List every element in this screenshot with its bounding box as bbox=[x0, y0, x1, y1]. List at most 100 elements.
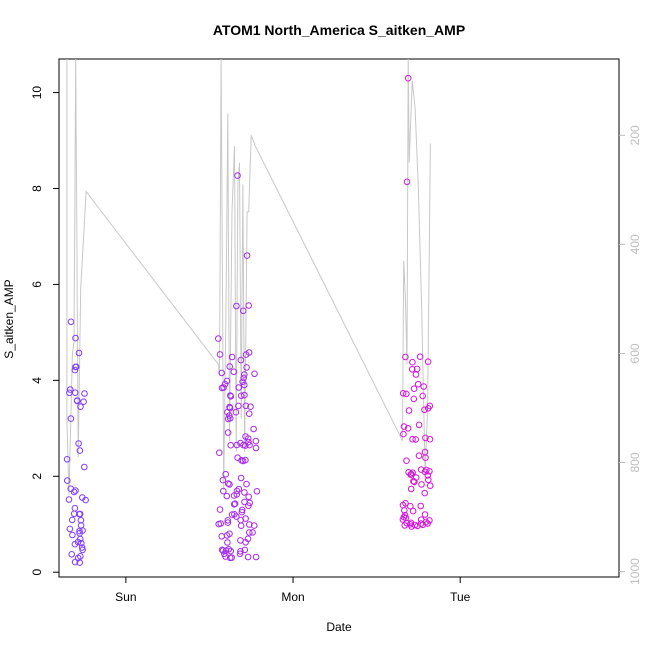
data-point bbox=[235, 402, 242, 410]
y-tick-label: 4 bbox=[30, 377, 44, 384]
data-point bbox=[71, 504, 79, 512]
data-point bbox=[404, 74, 412, 82]
data-point bbox=[236, 550, 244, 558]
data-point bbox=[252, 444, 260, 452]
data-point bbox=[245, 302, 252, 309]
data-point bbox=[71, 389, 79, 397]
data-point bbox=[402, 353, 409, 361]
data-point bbox=[421, 489, 429, 497]
y-tick-label: 10 bbox=[30, 86, 44, 100]
data-point bbox=[237, 474, 245, 482]
data-point bbox=[67, 318, 75, 326]
data-point bbox=[410, 477, 417, 485]
data-point bbox=[246, 521, 253, 528]
data-point bbox=[426, 435, 434, 443]
data-point bbox=[409, 358, 416, 366]
data-point bbox=[227, 547, 234, 555]
data-point bbox=[218, 369, 225, 377]
data-point bbox=[237, 356, 245, 364]
data-point bbox=[426, 517, 433, 524]
data-point bbox=[238, 506, 246, 514]
data-point bbox=[223, 377, 231, 385]
data-point bbox=[421, 511, 429, 518]
data-point bbox=[400, 423, 408, 430]
data-point bbox=[406, 521, 414, 528]
chart-title: ATOM1 North_America S_aitken_AMP bbox=[213, 22, 465, 38]
data-point bbox=[226, 530, 233, 538]
data-point bbox=[226, 412, 233, 419]
data-point bbox=[72, 363, 79, 371]
data-point bbox=[407, 471, 415, 479]
data-point bbox=[239, 457, 247, 465]
data-point bbox=[77, 517, 85, 524]
data-point bbox=[220, 487, 227, 495]
data-point bbox=[403, 178, 411, 186]
data-point bbox=[237, 522, 245, 530]
data-point bbox=[244, 553, 252, 561]
data-point bbox=[217, 520, 224, 527]
x-axis: Sun Mon Tue bbox=[115, 577, 471, 604]
data-point bbox=[426, 468, 433, 475]
data-point bbox=[409, 469, 416, 477]
data-point bbox=[245, 502, 252, 510]
data-point bbox=[80, 398, 87, 406]
x-tick-label: Mon bbox=[281, 590, 304, 604]
data-point bbox=[233, 302, 240, 310]
data-point bbox=[408, 366, 416, 373]
data-point bbox=[216, 351, 224, 358]
data-point bbox=[75, 440, 82, 447]
data-point bbox=[81, 390, 88, 397]
x-tick-label: Tue bbox=[450, 590, 471, 604]
data-point bbox=[65, 496, 73, 503]
y-tick-label: 6 bbox=[30, 281, 44, 288]
data-point bbox=[252, 437, 260, 445]
data-point bbox=[409, 507, 417, 515]
data-point bbox=[222, 553, 229, 560]
data-point bbox=[76, 529, 83, 537]
data-point bbox=[414, 522, 421, 530]
data-point bbox=[425, 476, 432, 484]
y-tick-label: 0 bbox=[30, 569, 44, 576]
data-point bbox=[404, 425, 412, 432]
data-point bbox=[243, 252, 251, 259]
data-point bbox=[81, 463, 88, 471]
data-point bbox=[232, 408, 240, 416]
data-point bbox=[241, 381, 248, 389]
data-point bbox=[224, 415, 232, 423]
data-point bbox=[70, 488, 78, 496]
data-point bbox=[234, 172, 241, 179]
points-layer bbox=[63, 74, 434, 566]
data-point bbox=[237, 516, 244, 524]
data-point bbox=[424, 405, 432, 412]
data-point bbox=[241, 546, 249, 554]
data-point bbox=[219, 476, 227, 484]
data-point bbox=[67, 485, 74, 493]
data-point bbox=[71, 540, 79, 548]
data-point bbox=[417, 502, 425, 510]
data-point bbox=[71, 558, 79, 566]
data-point bbox=[67, 415, 75, 422]
data-point bbox=[77, 403, 84, 411]
data-point bbox=[78, 544, 86, 551]
x-tick-label: Sun bbox=[115, 590, 136, 604]
data-point bbox=[215, 335, 222, 342]
data-point bbox=[247, 403, 254, 411]
data-point bbox=[226, 403, 233, 411]
data-point bbox=[403, 519, 411, 527]
data-point bbox=[234, 454, 241, 462]
data-point bbox=[64, 477, 71, 484]
data-point bbox=[79, 494, 86, 501]
data-point bbox=[405, 407, 413, 414]
y-tick-label: 2 bbox=[30, 473, 44, 480]
data-point bbox=[63, 456, 71, 463]
y-axis-label: S_aitken_AMP bbox=[2, 279, 16, 358]
data-point bbox=[426, 482, 434, 490]
data-point bbox=[253, 488, 261, 495]
data-point bbox=[409, 435, 416, 443]
y-tick-label: 8 bbox=[30, 185, 44, 192]
data-point bbox=[400, 430, 407, 438]
data-point bbox=[407, 502, 414, 510]
data-point bbox=[238, 508, 246, 516]
data-point bbox=[246, 529, 253, 536]
data-point bbox=[71, 366, 79, 374]
